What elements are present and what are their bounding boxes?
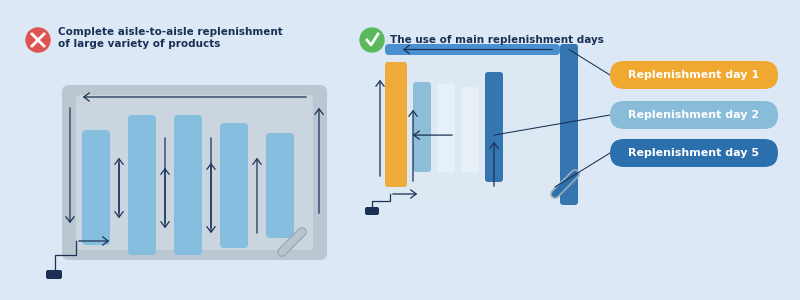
Text: of large variety of products: of large variety of products [58,39,220,49]
FancyBboxPatch shape [128,115,156,255]
FancyBboxPatch shape [385,44,560,55]
FancyBboxPatch shape [461,87,479,172]
FancyBboxPatch shape [610,139,778,167]
Circle shape [26,28,50,52]
FancyBboxPatch shape [76,95,313,250]
Text: Replenishment day 2: Replenishment day 2 [629,110,759,120]
FancyBboxPatch shape [82,130,110,245]
Text: Replenishment day 5: Replenishment day 5 [629,148,759,158]
FancyBboxPatch shape [385,55,560,204]
FancyBboxPatch shape [62,85,327,260]
FancyBboxPatch shape [413,82,431,172]
Text: The use of main replenishment days: The use of main replenishment days [390,35,604,45]
FancyBboxPatch shape [437,84,455,172]
FancyBboxPatch shape [385,62,407,187]
FancyBboxPatch shape [560,44,578,205]
FancyBboxPatch shape [610,61,778,89]
FancyBboxPatch shape [610,101,778,129]
FancyBboxPatch shape [5,5,795,295]
Circle shape [360,28,384,52]
Text: Replenishment day 1: Replenishment day 1 [629,70,759,80]
FancyBboxPatch shape [46,270,62,279]
FancyBboxPatch shape [174,115,202,255]
Text: Complete aisle-to-aisle replenishment: Complete aisle-to-aisle replenishment [58,27,282,37]
FancyBboxPatch shape [266,133,294,238]
FancyBboxPatch shape [220,123,248,248]
FancyBboxPatch shape [485,72,503,182]
FancyBboxPatch shape [365,207,379,215]
